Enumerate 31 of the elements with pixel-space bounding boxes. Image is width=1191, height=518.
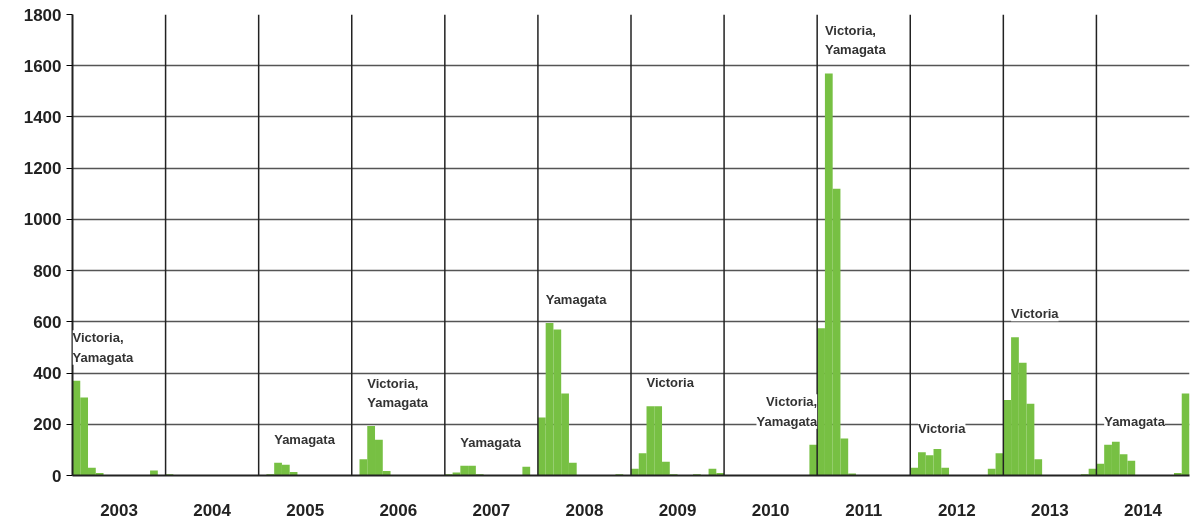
x-tick-label: 2010: [751, 500, 790, 518]
y-tick-label: 600: [33, 312, 62, 332]
x-tick-label: 2014: [1124, 500, 1163, 518]
annotation: Yamagata: [460, 434, 522, 450]
y-tick-label: 400: [33, 364, 62, 384]
y-tick-label: 1200: [23, 159, 62, 179]
annotation: Victoria: [646, 375, 695, 391]
x-tick-label: 2012: [937, 500, 976, 518]
y-tick-label: 1600: [23, 56, 62, 76]
x-tick-label: 2004: [193, 500, 232, 518]
y-tick-label: 1000: [23, 210, 62, 230]
y-tick-label: 0: [52, 466, 62, 486]
x-tick-label: 2013: [1030, 500, 1069, 518]
y-tick-label: 1800: [23, 5, 62, 25]
x-tick-label: 2007: [472, 500, 511, 518]
annotation: Yamagata: [545, 292, 608, 308]
y-tick-label: 800: [33, 261, 62, 281]
y-tick-label: 1400: [23, 107, 62, 127]
x-tick-label: 2009: [658, 500, 697, 518]
x-tick-label: 2011: [845, 500, 883, 518]
y-tick-label: 200: [33, 415, 62, 435]
annotation: Victoria, Yamagata: [824, 22, 887, 58]
annotation: Yamagata: [274, 431, 336, 447]
annotation: Yamagata: [1104, 413, 1166, 429]
annotation: Victoria: [918, 421, 967, 437]
x-tick-label: 2008: [565, 500, 604, 518]
x-tick-label: 2005: [286, 500, 325, 518]
annotation: Victoria: [1011, 306, 1060, 322]
x-tick-label: 2006: [379, 500, 418, 518]
annotation: Victoria, Yamagata: [367, 375, 429, 411]
x-tick-label: 2003: [100, 500, 138, 518]
